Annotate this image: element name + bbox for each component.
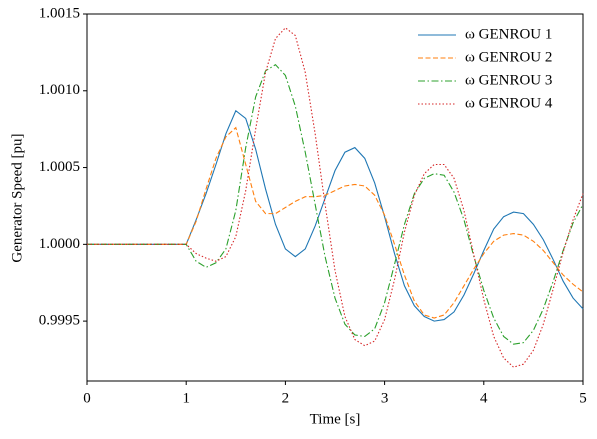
data-line: [87, 63, 584, 345]
data-line: [87, 109, 584, 322]
legend-label: ω GENROU 2: [465, 49, 552, 65]
legend-label: ω GENROU 1: [465, 26, 552, 42]
x-tick-label: 0: [83, 390, 91, 406]
x-tick-label: 1: [182, 390, 190, 406]
x-axis-label: Time [s]: [310, 411, 361, 427]
legend-label: ω GENROU 4: [465, 95, 553, 111]
x-tick-label: 2: [282, 390, 290, 406]
plot-frame: [86, 13, 584, 382]
y-tick-label: 0.9995: [39, 313, 80, 329]
data-line: [87, 27, 584, 368]
legend-label: ω GENROU 3: [465, 72, 552, 88]
y-tick-label: 1.0015: [39, 5, 80, 21]
y-tick-label: 1.0000: [39, 236, 80, 252]
y-tick-label: 1.0010: [39, 82, 80, 98]
x-tick-label: 5: [579, 390, 587, 406]
x-tick-label: 3: [381, 390, 389, 406]
data-line: [87, 126, 584, 319]
y-axis-label: Generator Speed [pu]: [9, 133, 25, 262]
x-tick-label: 4: [480, 390, 488, 406]
y-tick-label: 1.0005: [39, 159, 80, 175]
